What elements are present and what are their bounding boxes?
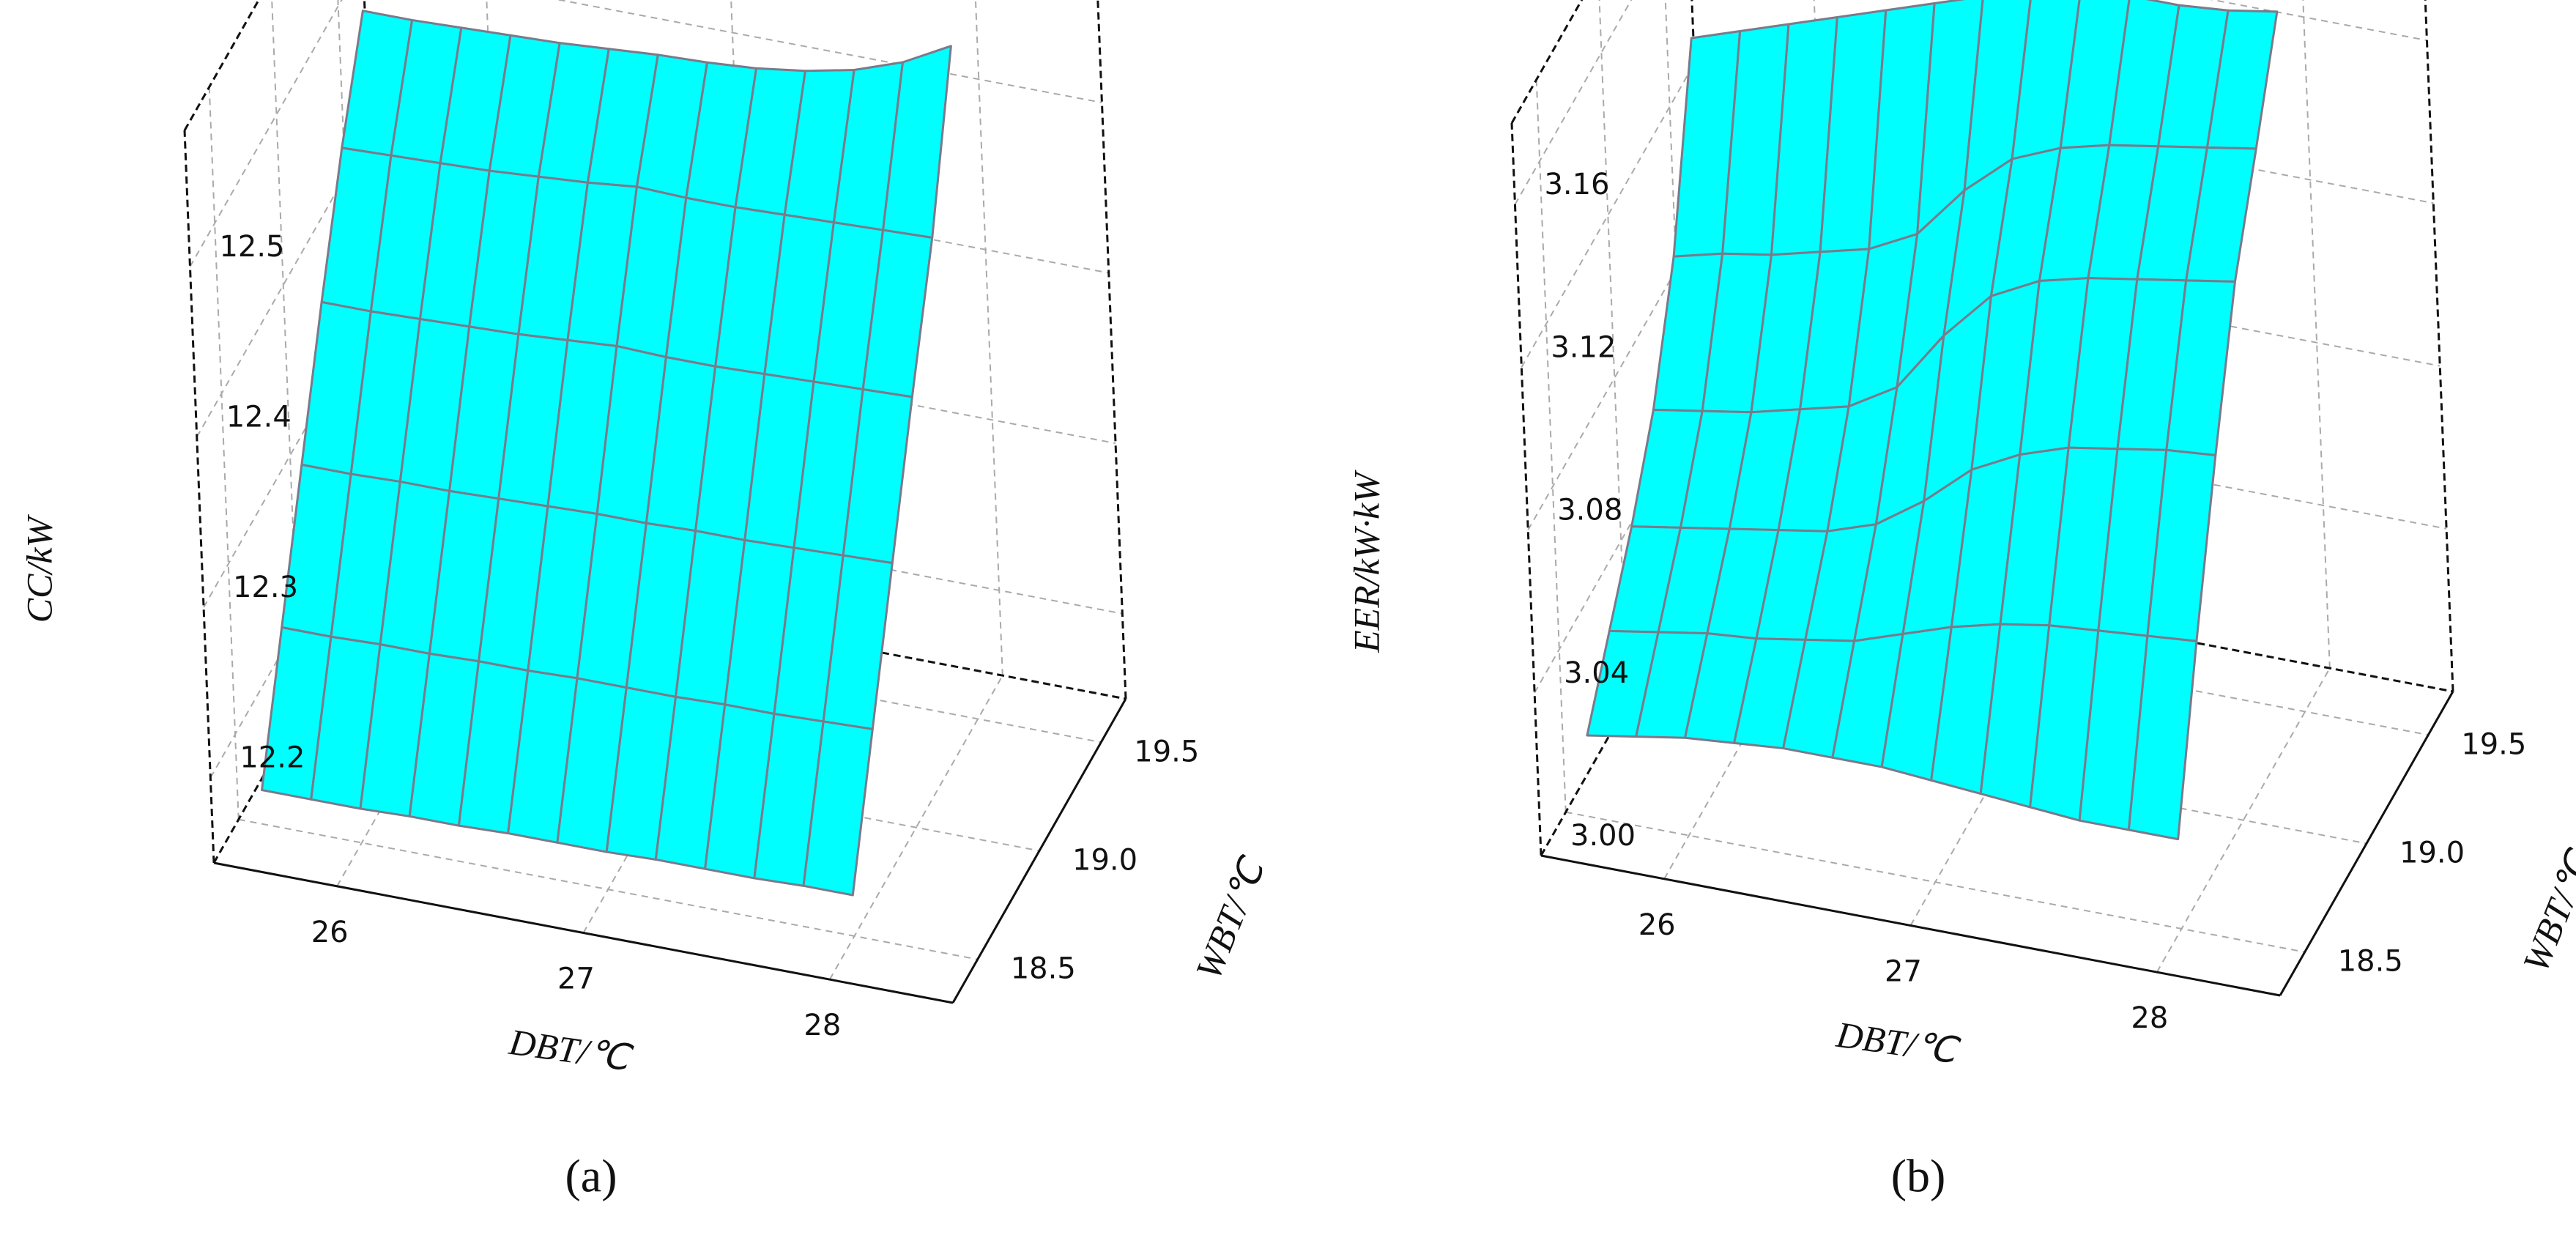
z-tick-label: 12.5 — [219, 230, 284, 264]
y-axis-title: WBT/℃ — [2514, 843, 2576, 978]
grid-line — [556, 0, 1102, 104]
x-tick-label: 28 — [2131, 1001, 2168, 1035]
z-tick-label: 3.08 — [1557, 494, 1622, 527]
box-edge — [1540, 854, 2281, 997]
grid-line — [2209, 0, 2427, 42]
box-edge — [2279, 691, 2454, 996]
grid-line — [974, 0, 1003, 676]
grid-line — [1565, 811, 2305, 953]
x-axis-title: DBT/℃ — [506, 1021, 636, 1079]
box-edge — [1096, 0, 1127, 700]
x-tick-label: 27 — [557, 963, 595, 996]
grid-line — [238, 818, 978, 960]
y-tick-label: 18.5 — [1011, 952, 1076, 986]
x-tick-label: 27 — [1885, 955, 1922, 989]
z-tick-label: 3.16 — [1544, 168, 1609, 201]
y-tick-label: 19.0 — [1072, 844, 1137, 878]
box-edge — [1510, 122, 1543, 856]
z-axis-title: EER/kW·kW — [1345, 470, 1387, 653]
z-tick-label: 12.2 — [240, 741, 305, 775]
panel-label: (a) — [565, 1150, 617, 1202]
x-tick-label: 26 — [1638, 908, 1676, 942]
z-axis-title: CC/kW — [18, 513, 59, 623]
y-tick-label: 19.0 — [2399, 837, 2465, 870]
panel: 26 27 28 18.5 19.0 19.5 3.00 3.04 3.08 3.12 3.16 DB… — [1345, 0, 2576, 1202]
z-tick-label: 3.12 — [1551, 330, 1616, 364]
y-axis-title: WBT/℃ — [1187, 850, 1274, 985]
panel-label: (b) — [1891, 1150, 1946, 1202]
x-tick-label: 26 — [311, 916, 349, 949]
y-tick-label: 19.5 — [2461, 727, 2526, 761]
box-edge — [2424, 0, 2454, 692]
z-tick-label: 3.00 — [1570, 819, 1636, 853]
surface-cell — [2127, 634, 2198, 841]
z-tick-label: 12.4 — [226, 401, 292, 434]
y-tick-label: 19.5 — [1134, 735, 1199, 768]
panel: 26 27 28 18.5 19.0 19.5 12.2 12.3 12.4 12.5 DBT/℃ W… — [18, 0, 1274, 1202]
surface-cell — [802, 720, 874, 897]
z-tick-label: 3.04 — [1564, 656, 1629, 690]
x-tick-label: 28 — [803, 1009, 841, 1042]
box-edge — [213, 861, 954, 1004]
grid-line — [1535, 79, 1567, 812]
box-edge — [951, 698, 1127, 1004]
z-tick-label: 12.3 — [233, 571, 298, 604]
x-axis-title: DBT/℃ — [1833, 1014, 1963, 1072]
box-edge — [183, 130, 215, 864]
y-tick-label: 18.5 — [2338, 945, 2403, 979]
grid-line — [208, 86, 240, 820]
grid-line — [2302, 0, 2331, 669]
